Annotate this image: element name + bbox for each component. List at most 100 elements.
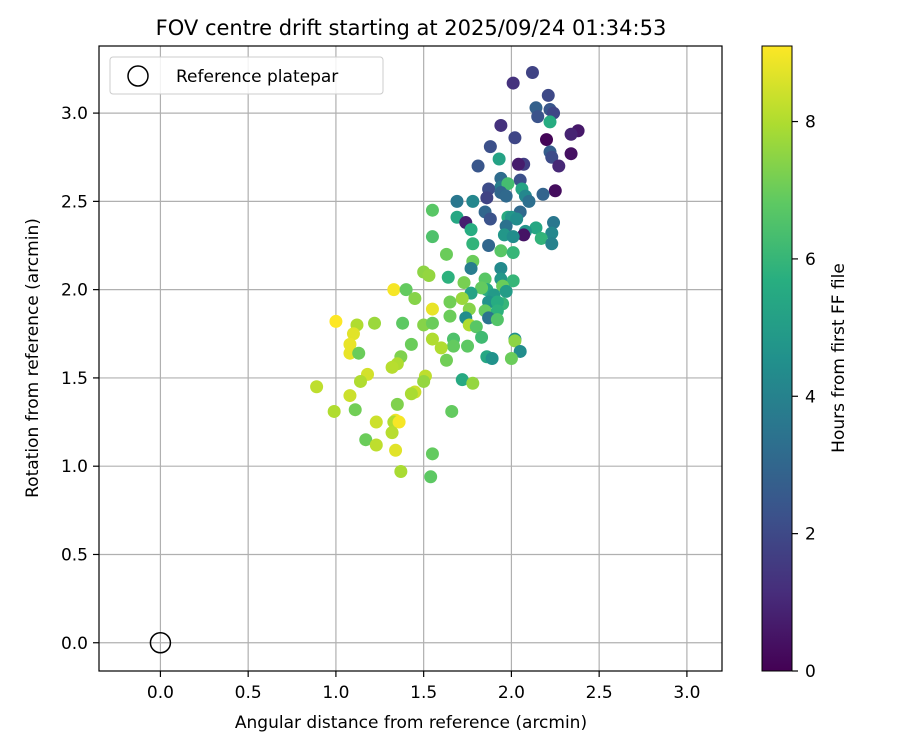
- scatter-point: [346, 327, 360, 341]
- colorbar-tick-label: 8: [805, 113, 816, 133]
- scatter-point: [466, 376, 480, 390]
- scatter-point: [443, 309, 457, 323]
- scatter-point: [390, 397, 404, 411]
- grid: [99, 46, 722, 671]
- scatter-point: [455, 373, 469, 387]
- scatter-point: [422, 269, 436, 283]
- colorbar-tick-label: 2: [805, 525, 816, 545]
- legend-reference-label: Reference platepar: [176, 67, 338, 87]
- scatter-point: [545, 226, 559, 240]
- scatter-point: [522, 194, 536, 208]
- scatter-point: [547, 216, 561, 230]
- scatter-point: [441, 270, 455, 284]
- scatter-point: [499, 284, 513, 298]
- scatter-point: [504, 352, 518, 365]
- scatter-point: [499, 189, 513, 203]
- scatter-point: [543, 115, 557, 129]
- scatter-point: [329, 314, 343, 328]
- x-tick-label: 2.5: [586, 683, 613, 703]
- scatter-point: [564, 127, 578, 141]
- scatter-point: [425, 447, 439, 461]
- scatter-point: [446, 339, 460, 353]
- scatter-point: [494, 261, 508, 275]
- x-tick-label: 0.5: [235, 683, 262, 703]
- x-tick-label: 1.5: [410, 683, 437, 703]
- scatter-point: [471, 159, 485, 173]
- scatter-point: [369, 438, 383, 452]
- reference-platepar-marker: [149, 632, 172, 654]
- x-tick-label: 0.0: [147, 683, 174, 703]
- scatter-point: [392, 415, 406, 429]
- scatter-point: [494, 244, 508, 258]
- scatter-point: [483, 212, 497, 226]
- scatter-point: [439, 247, 453, 261]
- scatter-point: [492, 152, 506, 166]
- scatter-point: [385, 360, 399, 374]
- scatter-point: [359, 433, 373, 447]
- scatter-point: [475, 281, 489, 295]
- plot-frame: [98, 45, 723, 672]
- colorbar-label: Hours from first FF file: [829, 263, 849, 453]
- y-tick-label: 3.0: [61, 104, 88, 124]
- scatter-point: [425, 230, 439, 244]
- scatter-point: [540, 133, 554, 147]
- scatter-point: [545, 150, 559, 164]
- scatter-point: [545, 237, 559, 251]
- scatter-point: [439, 353, 453, 367]
- colorbar-tick-label: 4: [805, 387, 816, 407]
- colorbar-gradient: [761, 45, 793, 672]
- scatter-point: [348, 403, 362, 417]
- data-points: [149, 65, 585, 654]
- scatter-point: [385, 426, 399, 440]
- scatter-point: [564, 147, 578, 161]
- scatter-point: [425, 302, 439, 316]
- scatter-point: [511, 157, 525, 171]
- chart-title: FOV centre drift starting at 2025/09/24 …: [156, 16, 667, 40]
- scatter-point: [508, 334, 522, 348]
- y-tick-label: 1.5: [61, 369, 88, 389]
- scatter-point: [404, 337, 418, 351]
- scatter-point: [534, 231, 548, 245]
- scatter-point: [531, 110, 545, 124]
- colorbar-tick-label: 0: [805, 662, 816, 682]
- x-tick-label: 3.0: [673, 683, 700, 703]
- y-axis-label: Rotation from reference (arcmin): [23, 218, 43, 498]
- scatter-point: [343, 389, 357, 403]
- colorbar: 0 2 4 6 8 Hours from first FF file: [761, 45, 849, 682]
- y-tick-label: 0.5: [61, 545, 88, 565]
- scatter-point: [327, 404, 341, 418]
- scatter-point: [490, 313, 504, 327]
- scatter-point: [469, 320, 483, 334]
- scatter-point: [517, 228, 531, 242]
- scatter-point: [389, 443, 403, 457]
- scatter-point: [513, 344, 527, 358]
- scatter-point: [461, 339, 475, 353]
- y-tick-label: 2.0: [61, 281, 88, 301]
- y-tick-label: 0.0: [61, 634, 88, 654]
- scatter-point: [466, 237, 480, 251]
- scatter-point: [396, 316, 410, 330]
- scatter-point: [425, 316, 439, 330]
- legend: Reference platepar: [109, 56, 384, 95]
- scatter-point: [425, 203, 439, 217]
- x-axis-ticks: 0.0 0.5 1.0 1.5 2.0 2.5 3.0: [147, 671, 700, 703]
- scatter-point: [443, 295, 457, 309]
- scatter-point: [510, 212, 524, 226]
- y-axis-ticks: 0.0 0.5 1.0 1.5 2.0 2.5 3.0: [61, 104, 99, 654]
- scatter-point: [417, 374, 431, 388]
- scatter-point: [450, 194, 464, 208]
- scatter-point: [485, 352, 499, 365]
- scatter-point: [399, 283, 413, 297]
- scatter-point: [310, 380, 324, 394]
- scatter-point: [506, 230, 520, 244]
- scatter-point: [482, 239, 496, 253]
- legend-box: [109, 56, 384, 95]
- scatter-point: [508, 131, 522, 145]
- scatter-point: [352, 346, 366, 360]
- scatter-point: [501, 177, 515, 191]
- y-tick-label: 2.5: [61, 192, 88, 212]
- scatter-point: [536, 187, 550, 201]
- scatter-point: [445, 404, 459, 418]
- scatter-point: [548, 184, 562, 198]
